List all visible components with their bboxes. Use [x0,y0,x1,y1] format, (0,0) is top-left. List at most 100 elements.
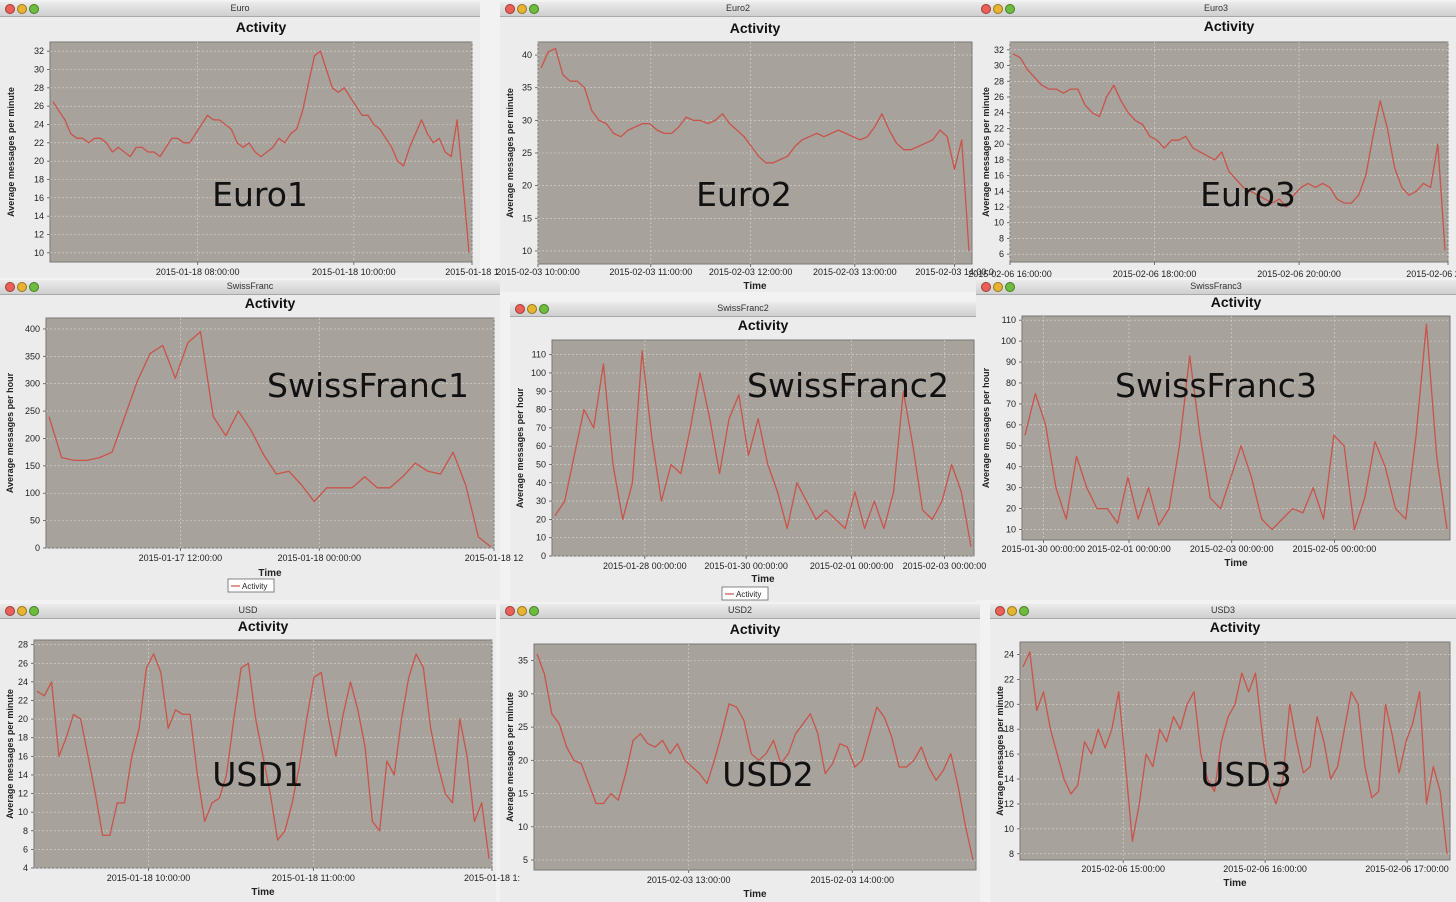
close-dot-icon[interactable] [515,304,525,314]
y-axis-label: Average messages per minute [5,689,15,819]
y-tick-label: 22 [34,138,44,148]
y-tick-label: 60 [1006,420,1016,430]
y-tick-label: 14 [18,770,28,780]
y-tick-label: 26 [18,658,28,668]
window-title-bar[interactable]: Euro [0,2,480,17]
window-title: Euro2 [725,3,751,13]
plot-area [49,41,473,263]
y-tick-label: 30 [536,496,546,506]
y-tick-label: 350 [25,351,40,361]
y-tick-label: 20 [18,714,28,724]
zoom-dot-icon[interactable] [29,282,39,292]
x-axis-label: Time [1223,878,1247,889]
y-tick-label: 18 [18,733,28,743]
close-dot-icon[interactable] [5,606,15,616]
overlay-label: USD1 [212,755,304,794]
y-tick-label: 16 [18,751,28,761]
series-line [1022,651,1448,854]
x-tick-label: 2015-01-17 12:00:00 [139,553,223,563]
y-tick-label: 8 [23,826,28,836]
zoom-dot-icon[interactable] [1019,606,1029,616]
y-tick-label: 22 [1004,674,1014,684]
chart-1: Activity 10 12 14 16 18 20 22 24 26 28 30 32 2015-01-… [6,19,499,277]
y-tick-label: 8 [999,233,1004,243]
y-tick-label: 30 [34,65,44,75]
close-dot-icon[interactable] [505,606,515,616]
x-tick-label: 2015-02-05 00:00:00 [1293,544,1377,554]
minimize-dot-icon[interactable] [993,282,1003,292]
zoom-dot-icon[interactable] [529,606,539,616]
window-title-bar[interactable]: USD [0,604,496,619]
x-tick-label: 2015-02-06 22:00:00 [1406,269,1456,279]
window-title-bar[interactable]: USD2 [500,604,980,619]
minimize-dot-icon[interactable] [17,4,27,14]
window-title: SwissFranc [226,281,274,291]
legend-label: Activity [242,582,267,591]
y-tick-label: 35 [518,656,528,666]
x-axis-label: Time [743,281,767,292]
legend-box [227,578,275,593]
close-dot-icon[interactable] [505,4,515,14]
legend: Activity [721,586,769,601]
close-dot-icon[interactable] [5,4,15,14]
y-tick-label: 0 [35,543,40,553]
y-tick-label: 25 [518,722,528,732]
x-tick-label: 2015-02-06 18:00:00 [1113,269,1197,279]
window-title-bar[interactable]: USD3 [990,604,1456,619]
zoom-dot-icon[interactable] [529,4,539,14]
minimize-dot-icon[interactable] [1007,606,1017,616]
y-tick-label: 60 [536,441,546,451]
chart-title: Activity [738,317,789,333]
y-tick-label: 80 [536,405,546,415]
chart-title: Activity [730,20,781,36]
chart-title: Activity [245,295,296,311]
chart-title: Activity [1211,294,1262,310]
y-tick-label: 20 [518,755,528,765]
chart-6: Activity 10 20 30 40 50 60 70 80 90 100 110 2015-01-… [981,294,1451,569]
y-tick-label: 100 [1001,336,1016,346]
series-line [536,653,974,861]
close-dot-icon[interactable] [981,4,991,14]
close-dot-icon[interactable] [995,606,1005,616]
y-tick-label: 12 [994,202,1004,212]
y-axis-label: Average messages per minute [995,686,1005,816]
minimize-dot-icon[interactable] [17,606,27,616]
x-tick-label: 2015-02-03 13:00:00 [647,875,731,885]
zoom-dot-icon[interactable] [29,4,39,14]
y-tick-label: 35 [522,83,532,93]
window-title-bar[interactable]: Euro2 [500,2,976,17]
y-tick-label: 70 [1006,399,1016,409]
minimize-dot-icon[interactable] [993,4,1003,14]
minimize-dot-icon[interactable] [527,304,537,314]
chart-3: Activity 6 8 10 12 14 16 18 20 22 24 26 28 30 32 2015-0… [968,18,1456,279]
minimize-dot-icon[interactable] [17,282,27,292]
minimize-dot-icon[interactable] [517,4,527,14]
y-tick-label: 90 [536,386,546,396]
y-tick-label: 30 [522,115,532,125]
y-tick-label: 10 [522,246,532,256]
window-title-bar[interactable]: SwissFranc [0,280,500,295]
y-tick-label: 100 [25,488,40,498]
chart-9: Activity 8 10 12 14 16 18 20 22 24 2015-02-06 15:0… [995,619,1451,889]
x-tick-label: 2015-01-18 1 [445,267,499,277]
close-dot-icon[interactable] [5,282,15,292]
window-title-bar[interactable]: SwissFranc3 [976,280,1456,295]
y-tick-label: 30 [994,61,1004,71]
zoom-dot-icon[interactable] [539,304,549,314]
x-axis-label: Time [751,574,775,585]
y-tick-label: 32 [34,46,44,56]
y-axis-label: Average messages per minute [981,87,991,217]
window-title-bar[interactable]: SwissFranc2 [510,302,976,317]
x-tick-label: 2015-02-03 14:00:0 [915,267,994,277]
y-tick-label: 14 [994,186,1004,196]
zoom-dot-icon[interactable] [1005,4,1015,14]
y-tick-label: 80 [1006,378,1016,388]
zoom-dot-icon[interactable] [29,606,39,616]
y-tick-label: 12 [34,230,44,240]
close-dot-icon[interactable] [981,282,991,292]
window-title-bar[interactable]: Euro3 [976,2,1456,17]
overlay-label: SwissFranc1 [267,366,469,405]
zoom-dot-icon[interactable] [1005,282,1015,292]
minimize-dot-icon[interactable] [517,606,527,616]
y-tick-label: 50 [536,459,546,469]
